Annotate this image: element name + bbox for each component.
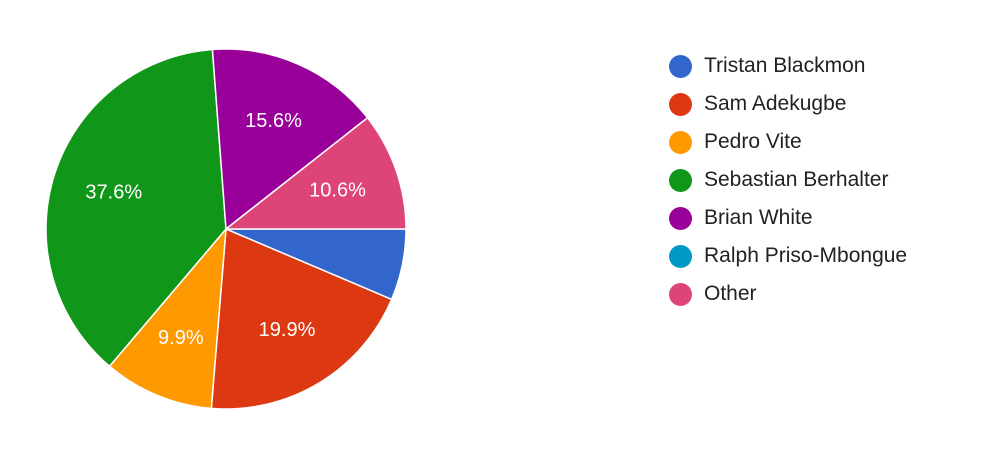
- legend-item-tristan-blackmon[interactable]: Tristan Blackmon: [669, 47, 907, 85]
- legend-swatch-icon: [669, 168, 692, 192]
- legend-swatch-icon: [669, 54, 692, 78]
- pie-slices: [45, 48, 407, 410]
- legend-label: Brian White: [704, 206, 813, 229]
- pie-slice-sebastian-berhalter: [45, 48, 227, 367]
- legend-label: Sebastian Berhalter: [704, 168, 889, 191]
- pie-slice-other: [225, 117, 407, 230]
- legend-label: Other: [704, 282, 757, 305]
- legend-item-other[interactable]: Other: [669, 275, 907, 313]
- slice-value-label-other: 10.6%: [309, 179, 366, 201]
- legend-item-sebastian-berhalter[interactable]: Sebastian Berhalter: [669, 161, 907, 199]
- legend-item-pedro-vite[interactable]: Pedro Vite: [669, 123, 907, 161]
- chart-legend: Tristan Blackmon Sam Adekugbe Pedro Vite Se…: [669, 47, 907, 313]
- legend-swatch-icon: [669, 206, 692, 230]
- legend-label: Tristan Blackmon: [704, 54, 866, 77]
- pie-slice-sam-adekugbe: [210, 228, 393, 410]
- slice-value-label-pedro-vite: 9.9%: [158, 327, 204, 349]
- slice-value-label-brian-white: 15.6%: [245, 110, 302, 132]
- legend-item-sam-adekugbe[interactable]: Sam Adekugbe: [669, 85, 907, 123]
- legend-swatch-icon: [669, 92, 692, 116]
- pie-slice-pedro-vite: [108, 228, 227, 410]
- legend-swatch-icon: [669, 130, 692, 154]
- slice-value-label-sam-adekugbe: 19.9%: [259, 319, 316, 341]
- legend-swatch-icon: [669, 282, 692, 306]
- slice-value-label-sebastian-berhalter: 37.6%: [85, 182, 142, 204]
- legend-label: Ralph Priso-Mbongue: [704, 244, 908, 267]
- legend-label: Pedro Vite: [704, 130, 802, 153]
- legend-label: Sam Adekugbe: [704, 92, 847, 115]
- legend-item-ralph-priso-mbongue[interactable]: Ralph Priso-Mbongue: [669, 237, 907, 275]
- legend-swatch-icon: [669, 244, 692, 268]
- legend-item-brian-white[interactable]: Brian White: [669, 199, 907, 237]
- pie-slice-brian-white: [211, 48, 369, 230]
- pie-slice-labels: 19.9% 9.9% 37.6% 15.6% 10.6%: [85, 110, 366, 349]
